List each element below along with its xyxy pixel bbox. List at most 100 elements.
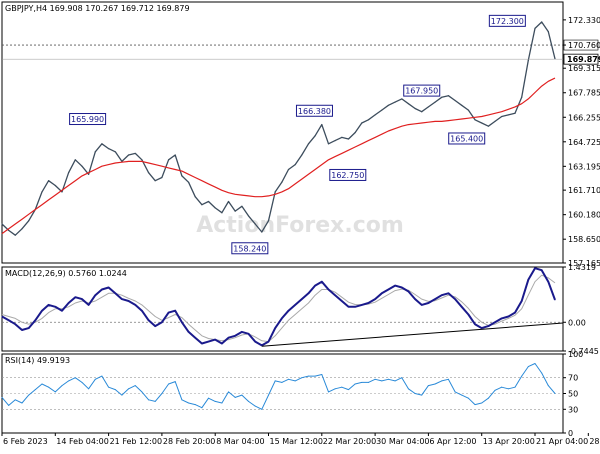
price-point: [88, 173, 90, 175]
price-point: [134, 152, 136, 155]
macd-point: [228, 337, 230, 339]
price-point: [141, 159, 143, 161]
macd-point: [501, 317, 503, 319]
rsi-point: [21, 402, 23, 404]
rsi-point: [128, 388, 130, 390]
price-point: [507, 114, 509, 116]
rsi-point: [521, 375, 523, 377]
rsi-point: [121, 394, 123, 396]
price-point: [454, 99, 456, 102]
price-point: [467, 109, 469, 111]
price-axis-tick-label: 158.650: [568, 235, 600, 244]
price-point: [494, 120, 496, 122]
macd-point: [174, 310, 176, 312]
price-point: [381, 109, 383, 111]
price-point: [234, 210, 236, 212]
rsi-point: [294, 380, 296, 382]
price-point: [21, 228, 23, 230]
macd-point: [374, 298, 376, 300]
price-point: [414, 107, 416, 110]
rsi-point: [174, 381, 176, 383]
annotation-box: [295, 104, 333, 117]
price-title: GBPJPY,H4 169.908 170.267 169.712 169.87…: [5, 4, 190, 13]
macd-point: [274, 327, 276, 329]
price-axis-tick-label: 164.725: [568, 138, 600, 147]
rsi-point: [154, 400, 156, 402]
price-point: [161, 176, 163, 179]
rsi-point: [467, 397, 469, 399]
price-axis-tick-label: 163.195: [568, 162, 600, 171]
rsi-point: [201, 407, 203, 409]
x-axis: 6 Feb 2023 14 Feb 04:00 21 Feb 12:00 28 Feb…: [1, 433, 600, 446]
macd-point: [21, 329, 23, 331]
macd-point: [94, 294, 96, 296]
rsi-point: [94, 378, 96, 380]
price-point: [361, 122, 363, 124]
price-point: [187, 181, 190, 183]
price-point: [28, 220, 30, 222]
price-point: [221, 212, 223, 214]
macd-axis-tick-label: 1.4319: [568, 263, 596, 272]
macd-point: [28, 327, 30, 329]
price-point: [434, 101, 436, 103]
macd-point: [527, 279, 529, 281]
price-point: [501, 115, 503, 118]
rsi-point: [134, 385, 136, 387]
rsi-point: [81, 381, 83, 383]
rsi-point: [494, 389, 496, 391]
rsi-point: [181, 399, 183, 401]
macd-point: [261, 344, 263, 346]
rsi-point: [527, 366, 529, 368]
macd-title: MACD(12,26,9) 0.5760 1.0244: [5, 269, 127, 278]
rsi-point: [101, 375, 103, 377]
rsi-point: [514, 386, 516, 388]
macd-point: [361, 304, 363, 306]
macd-point: [14, 323, 16, 325]
rsi-point: [321, 374, 323, 376]
macd-point: [341, 300, 343, 302]
rsi-axis-tick-label: 70: [568, 374, 578, 383]
rsi-point: [534, 362, 536, 364]
macd-point: [221, 342, 223, 344]
macd-point: [427, 302, 429, 304]
macd-point: [74, 296, 76, 298]
watermark: ActionForex.com: [196, 213, 404, 238]
price-axis-tick-label: 166.255: [568, 113, 600, 122]
price-point: [441, 96, 443, 98]
macd-line: [1, 267, 556, 347]
price-point: [394, 101, 396, 103]
macd-point: [334, 294, 336, 296]
price-panel-frame: [1, 1, 564, 264]
rsi-axis-tick-label: 100: [568, 350, 583, 359]
price-point: [514, 112, 516, 114]
price-point: [401, 98, 403, 100]
macd-point: [534, 267, 536, 269]
price-point: [74, 159, 76, 161]
rsi-point: [248, 400, 250, 402]
price-point: [521, 96, 523, 98]
macd-point: [541, 269, 543, 271]
rsi-point: [114, 389, 116, 391]
macd-point: [101, 288, 103, 290]
rsi-point: [148, 399, 150, 401]
price-axis-tick-label: 167.785: [568, 89, 600, 98]
x-tick-label: 6 Apr 12:00: [429, 437, 476, 446]
price-point: [481, 122, 483, 124]
rsi-point: [88, 388, 90, 390]
macd-point: [234, 335, 236, 337]
macd-point: [347, 306, 349, 308]
macd-point: [327, 288, 329, 290]
x-tick-label: 14 Feb 04:00: [56, 437, 108, 446]
macd-trendline: [261, 322, 564, 347]
macd-point: [214, 339, 216, 341]
macd-point: [434, 298, 436, 300]
rsi-point: [68, 380, 70, 382]
price-point: [487, 125, 489, 127]
macd-point: [441, 294, 443, 296]
rsi-point: [427, 385, 429, 387]
rsi-title: RSI(14) 49.9193: [5, 356, 70, 365]
price-point: [167, 159, 170, 161]
price-axis-tick-label: 170.760: [568, 41, 600, 50]
rsi-point: [414, 393, 416, 394]
